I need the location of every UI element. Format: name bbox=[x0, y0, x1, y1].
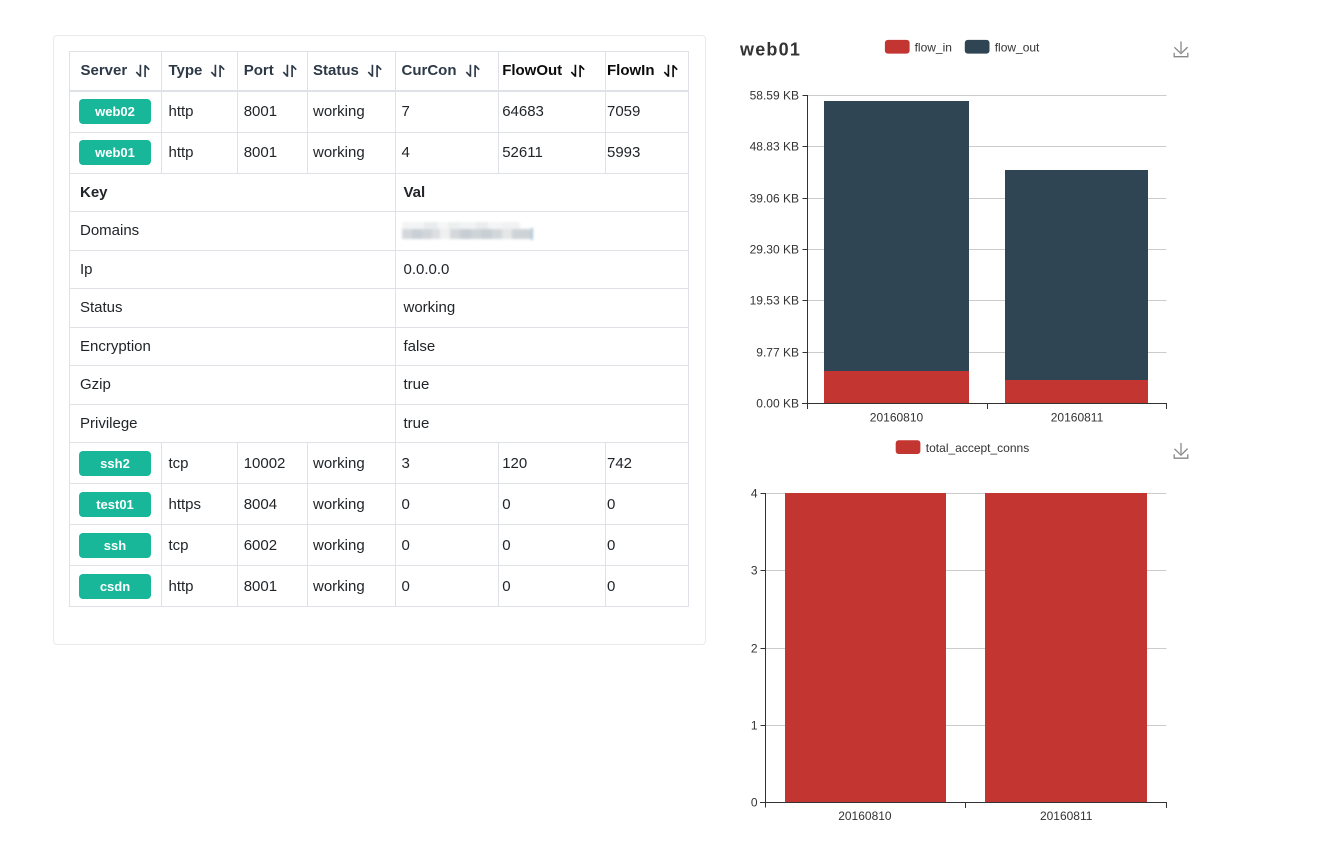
svg-text:flow_out: flow_out bbox=[995, 41, 1040, 55]
svg-text:2: 2 bbox=[751, 642, 758, 656]
svg-text:20160811: 20160811 bbox=[1040, 809, 1093, 823]
svg-text:9.77 KB: 9.77 KB bbox=[756, 346, 799, 360]
svg-text:58.59 KB: 58.59 KB bbox=[750, 89, 799, 103]
svg-text:1: 1 bbox=[751, 719, 758, 733]
svg-text:29.30 KB: 29.30 KB bbox=[750, 243, 799, 257]
svg-text:total_accept_conns: total_accept_conns bbox=[926, 441, 1029, 455]
svg-text:flow_in: flow_in bbox=[915, 41, 952, 55]
svg-text:39.06 KB: 39.06 KB bbox=[750, 192, 799, 206]
svg-text:20160811: 20160811 bbox=[1051, 411, 1104, 425]
svg-text:19.53 KB: 19.53 KB bbox=[750, 294, 799, 308]
svg-text:web01: web01 bbox=[739, 40, 801, 60]
svg-text:20160810: 20160810 bbox=[838, 809, 892, 823]
svg-text:3: 3 bbox=[751, 564, 758, 578]
svg-text:48.83 KB: 48.83 KB bbox=[750, 140, 799, 154]
svg-text:4: 4 bbox=[751, 487, 758, 501]
svg-text:0: 0 bbox=[751, 796, 758, 810]
svg-text:20160810: 20160810 bbox=[870, 411, 924, 425]
svg-text:0.00 KB: 0.00 KB bbox=[756, 397, 799, 411]
